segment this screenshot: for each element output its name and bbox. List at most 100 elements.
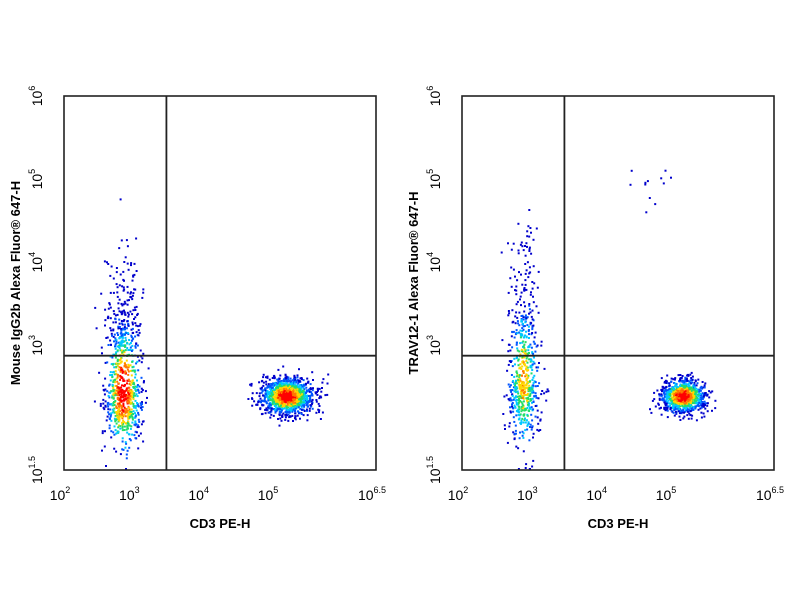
event-dot (673, 414, 676, 417)
event-dot (119, 374, 122, 377)
event-dot (685, 396, 688, 399)
event-dot (285, 405, 288, 408)
event-dot (124, 390, 126, 393)
event-dot (517, 222, 520, 225)
event-dot (104, 308, 107, 311)
event-dot (124, 256, 127, 259)
event-dot (271, 377, 274, 379)
event-dot (135, 237, 138, 240)
event-dot (681, 388, 684, 391)
event-dot (523, 364, 526, 367)
event-dot (110, 343, 112, 346)
event-dot (127, 391, 130, 394)
event-dot (518, 411, 520, 414)
event-dot (125, 408, 128, 411)
event-dot (123, 327, 126, 330)
event-dot (104, 319, 107, 322)
event-dot (122, 402, 125, 405)
event-dot (118, 362, 121, 365)
event-dot (272, 400, 275, 403)
event-dot (531, 328, 534, 331)
event-dot (529, 392, 532, 395)
event-dot (310, 391, 313, 394)
event-dot (297, 379, 300, 382)
event-dot (261, 389, 264, 392)
event-dot (270, 392, 273, 395)
event-dot (132, 398, 135, 401)
event-dot (520, 391, 523, 393)
event-dot (131, 327, 134, 330)
event-dot (124, 395, 127, 398)
event-dot (284, 400, 287, 403)
event-dot (679, 377, 682, 380)
event-dot (267, 392, 270, 394)
event-dot (509, 384, 512, 387)
event-dot (526, 353, 529, 356)
event-dot (136, 379, 138, 382)
event-dot (140, 376, 143, 379)
y-tick-label: 103 (27, 335, 45, 356)
event-dot (527, 421, 530, 424)
event-dot (311, 392, 313, 395)
event-dot (529, 323, 532, 326)
event-dot (681, 401, 684, 403)
event-dot (514, 289, 516, 292)
event-dot (132, 365, 135, 368)
event-dot (302, 386, 305, 389)
event-dot (103, 260, 106, 263)
event-dot (120, 340, 123, 343)
event-dot (128, 397, 131, 400)
event-dot (121, 399, 124, 402)
event-dot (132, 275, 135, 278)
event-dot (134, 322, 137, 325)
event-dot (671, 391, 674, 394)
event-dot (123, 429, 126, 431)
event-dot (524, 283, 527, 286)
event-dot (300, 378, 303, 381)
event-dot (522, 370, 524, 373)
event-dot (125, 398, 128, 401)
event-dot (110, 419, 113, 422)
event-dot (532, 391, 535, 394)
event-dot (277, 418, 279, 420)
event-dot (272, 414, 275, 417)
event-dot (532, 376, 535, 379)
event-dot (685, 377, 688, 380)
event-dot (517, 252, 520, 255)
event-dot (521, 402, 524, 405)
event-dot (117, 426, 120, 429)
event-dot (686, 403, 689, 405)
event-dot (310, 400, 313, 403)
event-dot (687, 374, 690, 377)
event-dot (295, 380, 298, 382)
event-dot (677, 403, 680, 405)
event-dot (274, 382, 277, 385)
event-dot (259, 408, 262, 411)
event-dot (300, 403, 303, 406)
event-dot (135, 331, 138, 334)
event-dot (692, 385, 695, 388)
event-dot (309, 383, 312, 386)
event-dot (668, 394, 671, 396)
event-dot (273, 397, 276, 400)
event-dot (123, 351, 126, 354)
event-dot (257, 399, 260, 402)
event-dot (137, 404, 140, 407)
event-dot (294, 412, 297, 415)
x-tick-label: 102 (448, 485, 469, 503)
event-dot (113, 411, 116, 414)
event-dot (518, 398, 520, 400)
event-dot (306, 390, 308, 393)
event-dot (135, 390, 137, 393)
event-dot (125, 428, 128, 431)
event-dot (510, 248, 513, 251)
event-dot (258, 381, 261, 384)
event-dot (292, 398, 295, 401)
event-dot (691, 381, 694, 384)
event-dot (275, 387, 278, 389)
event-dot (318, 387, 321, 390)
event-dot (281, 400, 284, 403)
event-dot (689, 390, 692, 393)
event-dot (687, 383, 690, 386)
event-dot (308, 388, 310, 391)
